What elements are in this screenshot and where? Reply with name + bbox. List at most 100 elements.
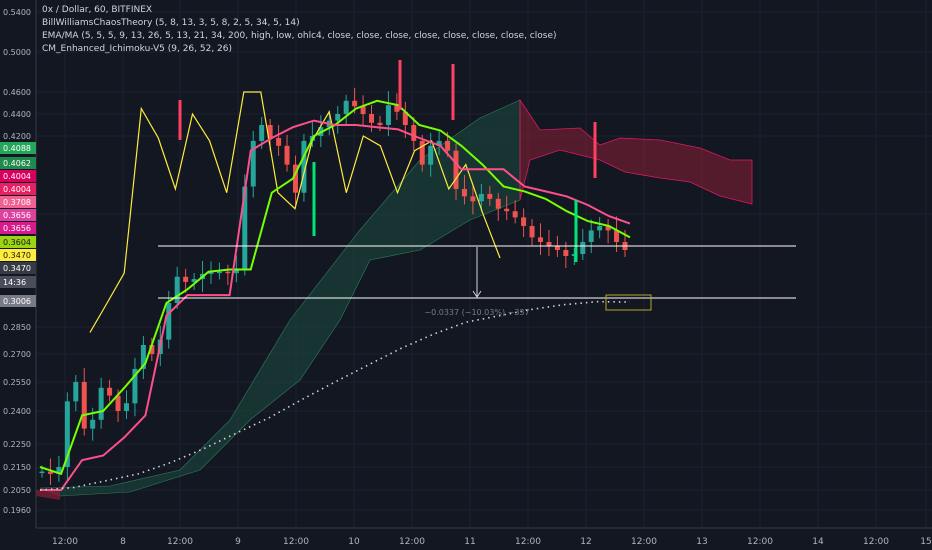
candle-body (478, 193, 484, 202)
candle-body (445, 140, 451, 151)
candle-body (166, 302, 172, 340)
cloud-bear (519, 98, 753, 205)
candle-body (538, 237, 544, 242)
price-label-bg (0, 222, 36, 234)
chart-legend: 0x / Dollar, 60, BITFINEX BillWilliamsCh… (42, 4, 557, 56)
price-label-bg (0, 295, 36, 307)
candle-body (402, 111, 408, 125)
x-tick-label: 14 (812, 537, 824, 547)
indicator-3[interactable]: CM_Enhanced_Ichimoku-V5 (9, 26, 52, 26) (42, 44, 233, 54)
candle-body (352, 100, 358, 107)
candle-body (504, 208, 510, 212)
y-tick-label: 0.2150 (3, 463, 31, 472)
candle-body (115, 395, 121, 411)
indicator-2[interactable]: EMA/MA (5, 5, 5, 9, 13, 26, 5, 13, 21, 3… (42, 31, 557, 41)
highlight-box (605, 294, 652, 311)
candle-body (461, 188, 467, 197)
candle-body (47, 471, 53, 474)
cloud-bear-left (36, 490, 60, 500)
candle-body (250, 140, 256, 187)
x-tick-label: 12 (580, 537, 591, 547)
candle-body (132, 368, 138, 404)
price-label-bg (0, 157, 36, 169)
candle-body (580, 242, 586, 254)
price-label-bg (0, 209, 36, 221)
x-tick-label: 12:00 (283, 537, 309, 547)
y-tick-label: 0.2050 (3, 486, 31, 495)
price-label-bg (0, 196, 36, 208)
candle-body (90, 419, 96, 429)
candle-body (107, 387, 113, 396)
price-label-text: 0.3656 (3, 224, 31, 233)
candle-body (436, 140, 442, 146)
candlesticks (39, 87, 628, 485)
x-tick-label: 10 (348, 537, 360, 547)
candle-body (597, 226, 603, 231)
ichimoku-cloud (36, 98, 753, 500)
candle-body (64, 401, 70, 467)
x-tick-label: 12:00 (863, 537, 889, 547)
y-tick-label: 0.4400 (3, 110, 31, 119)
price-label-text: 0.3006 (3, 297, 31, 306)
measure-label: −0.0337 (−10.03%) −337 (424, 308, 529, 317)
price-label-text: 0.4088 (3, 144, 31, 153)
x-tick-label: 12:00 (399, 537, 425, 547)
candle-body (453, 150, 459, 189)
candle-body (191, 278, 197, 282)
time-axis[interactable]: 12:00 8 12:00 9 12:00 10 12:00 11 12:00 12 12:00 13… (36, 527, 932, 547)
candle-body (563, 250, 569, 256)
candle-body (369, 114, 375, 123)
candle-body (428, 145, 434, 165)
candle-body (546, 242, 552, 246)
candle-body (571, 254, 577, 256)
measure-tool[interactable]: −0.0337 (−10.03%) −337 (158, 245, 796, 317)
candle-body (276, 137, 282, 146)
candle-body (411, 125, 417, 141)
candle-body (301, 140, 307, 193)
candle-body (81, 382, 87, 429)
measure-arrow-head (472, 290, 482, 298)
price-label-text: 14:36 (3, 278, 26, 287)
candle-body (216, 271, 222, 274)
price-label-text: 0.3470 (3, 251, 31, 260)
x-tick-label: 9 (235, 537, 241, 547)
x-tick-label: 12:00 (631, 537, 657, 547)
indicator-lines (39, 60, 631, 491)
x-tick-label: 12:00 (515, 537, 541, 547)
candle-body (470, 196, 476, 202)
price-label-text: 0.3604 (3, 238, 31, 247)
series-line-4 (39, 300, 631, 491)
candle-body (394, 105, 400, 112)
price-label-bg (0, 183, 36, 195)
candle-body (242, 186, 248, 270)
candle-body (529, 226, 535, 238)
y-tick-label: 0.1960 (3, 506, 31, 515)
candle-body (233, 269, 239, 274)
candle-body (259, 125, 265, 141)
x-tick-label: 11 (464, 537, 475, 547)
candle-body (385, 105, 391, 125)
x-tick-label: 15 (920, 537, 931, 547)
price-label-text: 0.4062 (3, 159, 31, 168)
candle-body (495, 198, 501, 209)
candle-body (39, 471, 45, 474)
x-tick-label: 12:00 (747, 537, 773, 547)
candle-body (208, 272, 214, 274)
candle-body (614, 230, 620, 242)
candle-body (284, 145, 290, 165)
candle-body (487, 193, 493, 199)
candle-body (183, 276, 189, 282)
series-line-1 (89, 91, 501, 333)
price-label-text: 0.3656 (3, 211, 31, 220)
y-tick-label: 0.2550 (3, 378, 31, 387)
candle-body (554, 246, 560, 250)
candle-body (605, 226, 611, 231)
candle-body (343, 100, 349, 114)
y-tick-label: 0.2850 (3, 323, 31, 332)
y-tick-label: 0.2400 (3, 407, 31, 416)
indicator-1[interactable]: BillWilliamsChaosTheory (5, 8, 13, 3, 5,… (42, 18, 300, 28)
candle-body (588, 230, 594, 242)
candle-body (149, 345, 155, 354)
candle-body (56, 467, 62, 474)
